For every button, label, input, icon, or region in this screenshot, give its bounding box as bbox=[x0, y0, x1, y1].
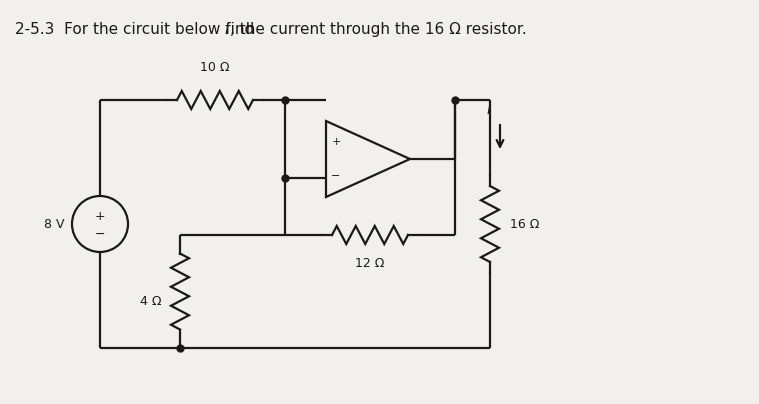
Text: i: i bbox=[224, 22, 228, 37]
Text: 4 Ω: 4 Ω bbox=[140, 295, 162, 308]
Text: 2-5.3  For the circuit below find: 2-5.3 For the circuit below find bbox=[15, 22, 259, 37]
Text: −: − bbox=[332, 171, 341, 181]
Text: 16 Ω: 16 Ω bbox=[510, 217, 540, 231]
Text: +: + bbox=[332, 137, 341, 147]
Text: −: − bbox=[95, 227, 106, 240]
Text: 8 V: 8 V bbox=[43, 217, 64, 231]
Text: +: + bbox=[95, 210, 106, 223]
Text: i: i bbox=[486, 103, 490, 117]
Text: 10 Ω: 10 Ω bbox=[200, 61, 230, 74]
Text: , the current through the 16 Ω resistor.: , the current through the 16 Ω resistor. bbox=[230, 22, 527, 37]
Text: 12 Ω: 12 Ω bbox=[355, 257, 385, 270]
